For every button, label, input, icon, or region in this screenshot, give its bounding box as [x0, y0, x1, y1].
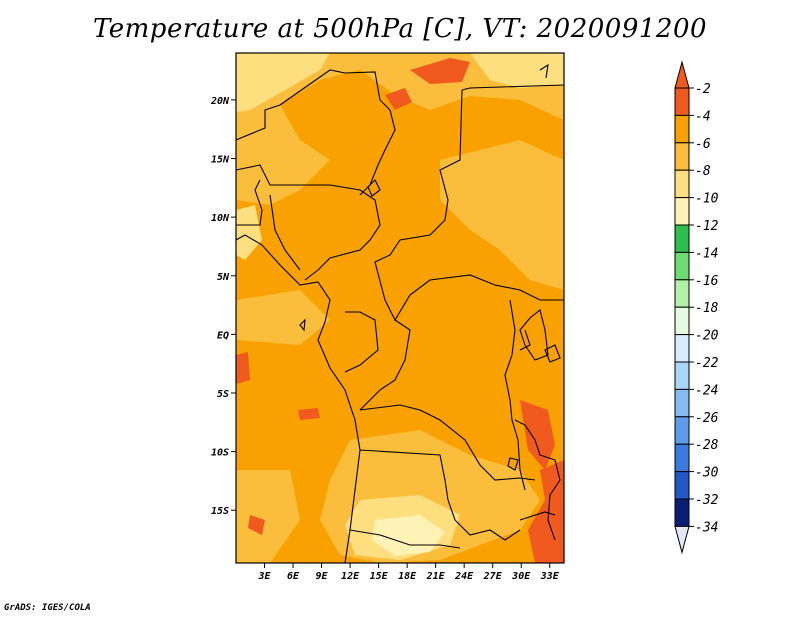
field-region	[520, 400, 555, 470]
colorbar-label: -14	[695, 246, 718, 261]
colorbar-label: -30	[695, 466, 719, 481]
colorbar: -2 -4 -6 -8 -10 -12 -14 -16 -18 -20 -22 -24 -26 -28 -3…	[674, 60, 719, 555]
field-region	[236, 352, 250, 384]
colorbar-label: -20	[695, 329, 719, 344]
lat-tick-label: 5S	[217, 389, 229, 400]
field-region	[410, 58, 470, 84]
lat-tick-label: 10N	[211, 213, 230, 224]
colorbar-swatch	[674, 224, 690, 253]
colorbar-label: -18	[695, 301, 719, 316]
lon-tick-label: 18E	[398, 571, 417, 582]
colorbar-label: -6	[695, 137, 711, 152]
colorbar-swatch	[674, 87, 690, 116]
field-region	[440, 140, 564, 290]
colorbar-swatch	[674, 279, 690, 308]
colorbar-label: -12	[695, 219, 719, 234]
field-region	[470, 53, 564, 88]
colorbar-label: -10	[695, 192, 719, 207]
field-region	[236, 470, 300, 563]
lon-tick-label: 6E	[287, 571, 300, 582]
colorbar-label: -4	[695, 109, 711, 124]
field-region	[372, 515, 445, 556]
country-borders	[236, 63, 564, 563]
lon-tick-label: 21E	[426, 571, 446, 582]
lon-tick-label: 30E	[511, 571, 531, 582]
colorbar-label: -28	[695, 438, 719, 453]
colorbar-swatch	[674, 142, 690, 171]
field-region	[385, 88, 412, 110]
colorbar-swatch	[674, 197, 690, 226]
lon-tick-label: 15E	[370, 571, 389, 582]
longitude-axis: 3E 6E 9E 12E 15E 18E 21E 24E 27E 30E 33E	[257, 563, 560, 582]
colorbar-label: -2	[695, 82, 711, 97]
map-frame	[235, 52, 565, 564]
colorbar-label: -24	[695, 383, 718, 398]
lat-tick-label: 10S	[211, 448, 229, 459]
lat-tick-label: 5N	[217, 272, 230, 283]
lat-tick-label: EQ	[217, 330, 229, 341]
colorbar-label: -34	[695, 520, 718, 535]
lat-tick-label: 15N	[211, 155, 230, 166]
lon-tick-label: 24E	[454, 571, 474, 582]
colorbar-swatch	[674, 443, 690, 473]
colorbar-swatch	[674, 306, 690, 336]
temperature-field	[236, 53, 564, 563]
colorbar-swatch	[674, 251, 690, 281]
colorbar-swatch	[674, 334, 690, 363]
colorbar-label: -32	[695, 493, 719, 508]
colorbar-swatch	[674, 169, 690, 199]
credit-text: GrADS: IGES/COLA	[4, 603, 91, 613]
colorbar-bottom-arrow	[674, 525, 690, 555]
lon-tick-label: 3E	[257, 571, 271, 582]
colorbar-swatch	[674, 361, 690, 390]
chart-title: Temperature at 500hPa [C], VT: 202009120…	[92, 14, 708, 44]
colorbar-label: -16	[695, 274, 719, 289]
colorbar-swatch	[674, 471, 690, 500]
colorbar-label: -26	[695, 411, 719, 426]
colorbar-swatch	[674, 114, 690, 144]
field-region	[236, 290, 330, 345]
field-region	[298, 408, 320, 420]
lon-tick-label: 9E	[316, 571, 329, 582]
field-region	[236, 205, 262, 260]
colorbar-swatch	[674, 498, 690, 527]
colorbar-swatch	[674, 388, 690, 418]
colorbar-label: -8	[695, 164, 711, 179]
field-region	[528, 460, 564, 563]
lon-tick-label: 12E	[341, 571, 360, 582]
lon-tick-label: 27E	[483, 571, 503, 582]
field-region	[248, 515, 265, 535]
colorbar-swatch	[674, 416, 690, 445]
lat-tick-label: 20N	[210, 96, 230, 107]
lon-tick-label: 33E	[540, 571, 560, 582]
lat-tick-label: 15S	[211, 506, 229, 517]
field-region	[236, 53, 330, 112]
latitude-axis: 20N 15N 10N 5N EQ 5S 10S 15S	[210, 96, 236, 517]
colorbar-top-arrow	[674, 60, 690, 89]
colorbar-label: -22	[695, 356, 719, 371]
